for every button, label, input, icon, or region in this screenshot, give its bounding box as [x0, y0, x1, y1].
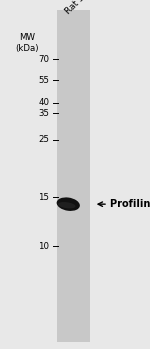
- Text: 10: 10: [39, 242, 50, 251]
- Text: 55: 55: [39, 76, 50, 85]
- Text: 70: 70: [39, 55, 50, 64]
- Ellipse shape: [58, 202, 75, 208]
- Text: 35: 35: [39, 109, 50, 118]
- Bar: [57, 10, 90, 342]
- Text: 25: 25: [39, 135, 50, 144]
- Text: 15: 15: [39, 193, 50, 202]
- Text: Profilin 1: Profilin 1: [110, 199, 150, 209]
- Text: 40: 40: [39, 98, 50, 107]
- Text: MW
(kDa): MW (kDa): [15, 33, 39, 53]
- Text: Rat spleen: Rat spleen: [64, 0, 104, 16]
- Ellipse shape: [57, 198, 80, 211]
